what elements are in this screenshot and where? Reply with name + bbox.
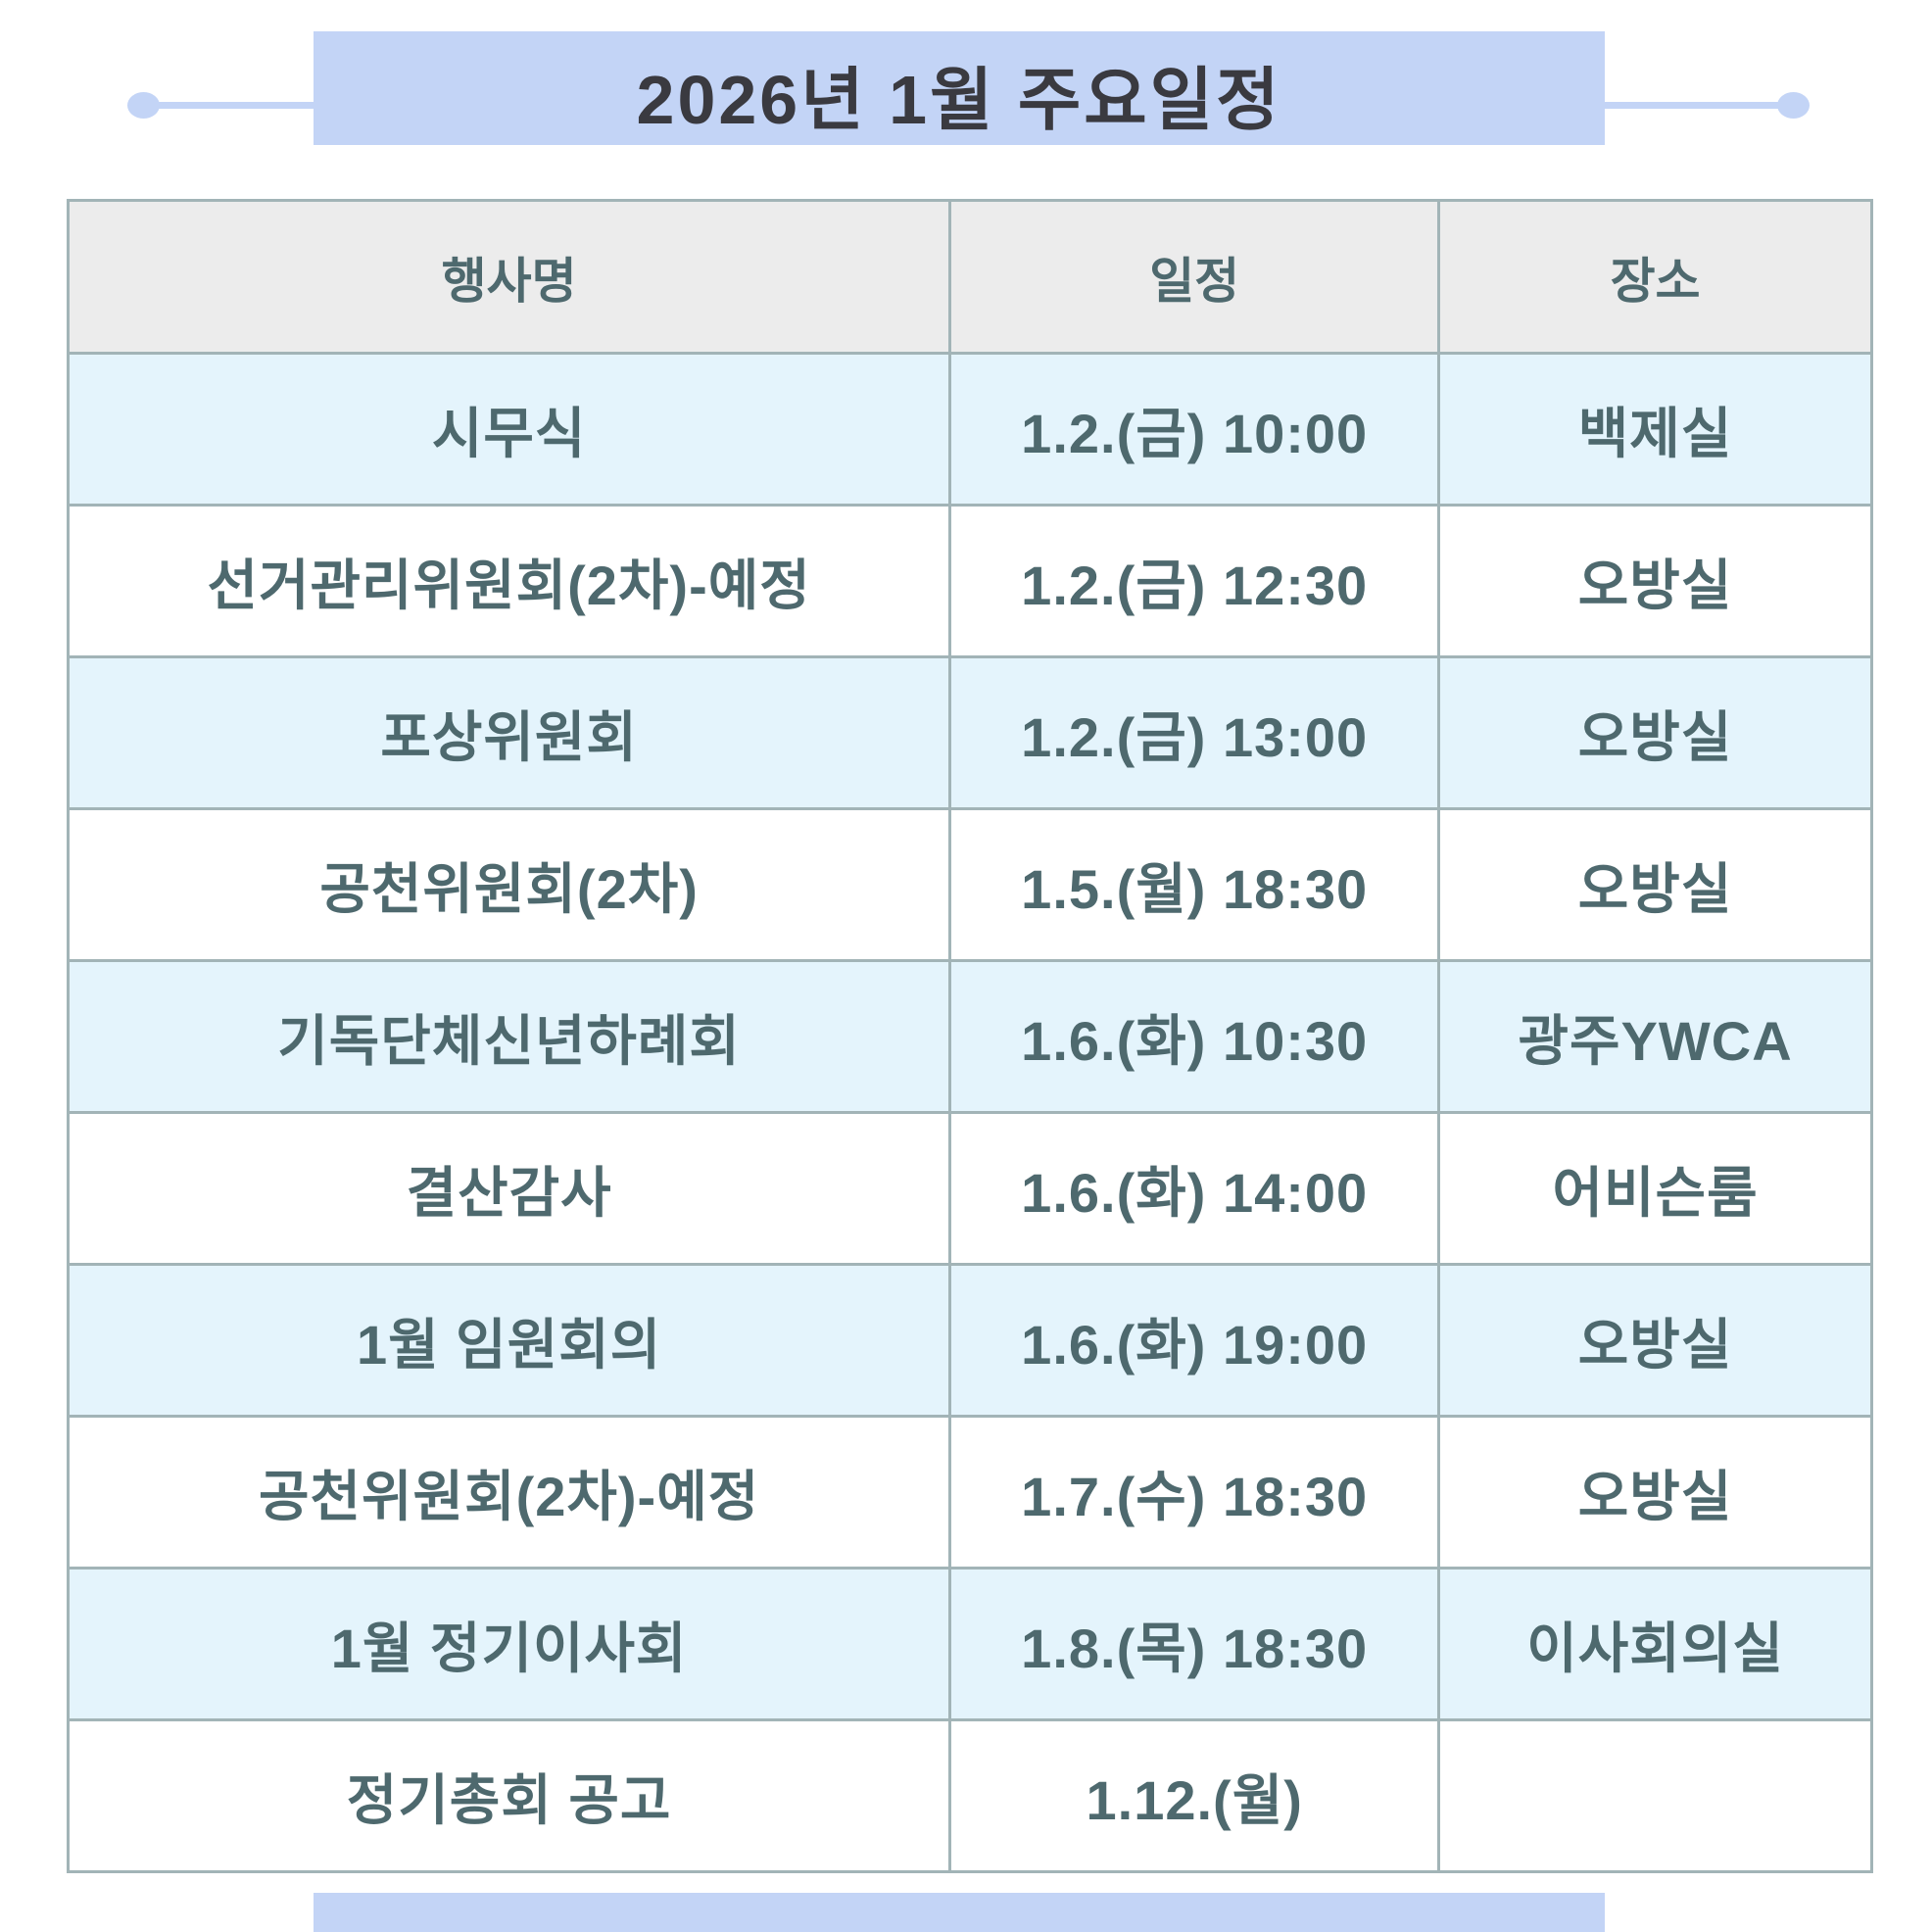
event-cell: 공천위원회(2차) <box>66 807 952 962</box>
table-row: 포상위원회 1.2.(금) 13:00 오방실 <box>66 655 1873 810</box>
schedule-table: 행사명 일정 장소 시무식 1.2.(금) 10:00 백제실 선거관리위원회(2차)… <box>66 199 1873 1873</box>
location-cell: 오방실 <box>1437 1415 1873 1570</box>
location-cell: 오방실 <box>1437 807 1873 962</box>
title-banner: 2026년 1월 주요일정 <box>314 31 1605 145</box>
location-cell: 백제실 <box>1437 352 1873 507</box>
event-cell: 포상위원회 <box>66 655 952 810</box>
table-row: 결산감사 1.6.(화) 14:00 어비슨룸 <box>66 1111 1873 1266</box>
location-cell: 오방실 <box>1437 1263 1873 1418</box>
decorative-dot-right <box>1777 92 1810 119</box>
table-row: 1월 임원회의 1.6.(화) 19:00 오방실 <box>66 1263 1873 1418</box>
schedule-cell: 1.2.(금) 12:30 <box>948 504 1441 658</box>
table-row: 1월 정기이사회 1.8.(목) 18:30 이사회의실 <box>66 1567 1873 1721</box>
table-row: 공천위원회(2차)-예정 1.7.(수) 18:30 오방실 <box>66 1415 1873 1570</box>
schedule-cell: 1.2.(금) 10:00 <box>948 352 1441 507</box>
page-title: 2026년 1월 주요일정 <box>636 61 1282 138</box>
column-header-event: 행사명 <box>66 199 952 355</box>
column-header-location: 장소 <box>1437 199 1873 355</box>
event-cell: 공천위원회(2차)-예정 <box>66 1415 952 1570</box>
schedule-cell: 1.6.(화) 19:00 <box>948 1263 1441 1418</box>
location-cell: 오방실 <box>1437 504 1873 658</box>
location-cell: 광주YWCA <box>1437 959 1873 1114</box>
table-row: 기독단체신년하례회 1.6.(화) 10:30 광주YWCA <box>66 959 1873 1114</box>
column-header-schedule: 일정 <box>948 199 1441 355</box>
location-cell <box>1437 1718 1873 1873</box>
bottom-banner <box>314 1893 1605 1932</box>
schedule-cell: 1.12.(월) <box>948 1718 1441 1873</box>
location-cell: 오방실 <box>1437 655 1873 810</box>
location-cell: 이사회의실 <box>1437 1567 1873 1721</box>
table-row: 선거관리위원회(2차)-예정 1.2.(금) 12:30 오방실 <box>66 504 1873 658</box>
schedule-cell: 1.2.(금) 13:00 <box>948 655 1441 810</box>
decorative-line-left <box>143 102 315 109</box>
event-cell: 결산감사 <box>66 1111 952 1266</box>
schedule-cell: 1.8.(목) 18:30 <box>948 1567 1441 1721</box>
event-cell: 1월 정기이사회 <box>66 1567 952 1721</box>
table-header-row: 행사명 일정 장소 <box>66 199 1873 355</box>
schedule-cell: 1.6.(화) 10:30 <box>948 959 1441 1114</box>
table-row: 정기총회 공고 1.12.(월) <box>66 1718 1873 1873</box>
table-row: 공천위원회(2차) 1.5.(월) 18:30 오방실 <box>66 807 1873 962</box>
event-cell: 시무식 <box>66 352 952 507</box>
location-cell: 어비슨룸 <box>1437 1111 1873 1266</box>
schedule-cell: 1.6.(화) 14:00 <box>948 1111 1441 1266</box>
event-cell: 1월 임원회의 <box>66 1263 952 1418</box>
event-cell: 정기총회 공고 <box>66 1718 952 1873</box>
schedule-table-body: 시무식 1.2.(금) 10:00 백제실 선거관리위원회(2차)-예정 1.2.(금)… <box>66 352 1873 1873</box>
schedule-cell: 1.7.(수) 18:30 <box>948 1415 1441 1570</box>
schedule-cell: 1.5.(월) 18:30 <box>948 807 1441 962</box>
event-cell: 선거관리위원회(2차)-예정 <box>66 504 952 658</box>
table-row: 시무식 1.2.(금) 10:00 백제실 <box>66 352 1873 507</box>
decorative-line-right <box>1605 102 1779 109</box>
event-cell: 기독단체신년하례회 <box>66 959 952 1114</box>
